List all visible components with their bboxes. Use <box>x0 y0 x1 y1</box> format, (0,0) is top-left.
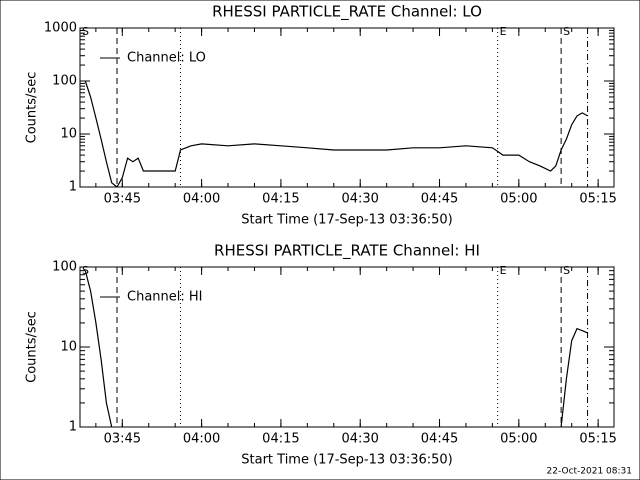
x-tick-label: 04:45 <box>421 432 458 447</box>
x-tick-label: 03:45 <box>104 192 141 207</box>
event-label: S <box>563 25 570 38</box>
x-tick-label: 05:15 <box>579 432 616 447</box>
data-line <box>84 270 588 427</box>
y-tick-label: 10 <box>60 127 77 142</box>
x-axis-label: Start Time (17-Sep-13 03:36:50) <box>241 453 452 468</box>
legend-label: Channel: LO <box>127 51 206 66</box>
chart-title: RHESSI PARTICLE_RATE Channel: HI <box>214 242 480 261</box>
x-tick-label: 04:15 <box>262 432 299 447</box>
y-tick-label: 10 <box>60 340 77 355</box>
x-tick-label: 05:15 <box>579 192 616 207</box>
y-tick-label: 1000 <box>44 21 77 36</box>
legend-label: Channel: HI <box>127 290 203 305</box>
y-tick-label: 100 <box>52 260 77 275</box>
x-tick-label: 04:30 <box>341 192 378 207</box>
y-axis-label: Counts/sec <box>25 311 40 383</box>
y-tick-label: 1 <box>69 420 77 435</box>
x-tick-label: 04:45 <box>421 192 458 207</box>
data-line <box>84 80 588 187</box>
event-label: E <box>500 25 507 38</box>
event-label: S <box>82 264 89 277</box>
y-axis-label: Counts/sec <box>25 72 40 144</box>
plot-frame <box>79 27 615 188</box>
event-label: E <box>500 264 507 277</box>
y-tick-label: 1 <box>69 180 77 195</box>
x-tick-label: 03:45 <box>104 432 141 447</box>
x-axis-label: Start Time (17-Sep-13 03:36:50) <box>241 213 452 228</box>
x-tick-label: 04:00 <box>183 432 220 447</box>
x-tick-label: 04:00 <box>183 192 220 207</box>
y-tick-label: 100 <box>52 74 77 89</box>
x-tick-label: 04:30 <box>341 432 378 447</box>
x-tick-label: 05:00 <box>500 432 537 447</box>
x-tick-label: 05:00 <box>500 192 537 207</box>
chart-title: RHESSI PARTICLE_RATE Channel: LO <box>212 3 482 22</box>
event-label: S <box>82 25 89 38</box>
x-tick-label: 04:15 <box>262 192 299 207</box>
event-label: S <box>563 264 570 277</box>
footer: 22-Oct-2021 08:31 <box>547 467 632 477</box>
